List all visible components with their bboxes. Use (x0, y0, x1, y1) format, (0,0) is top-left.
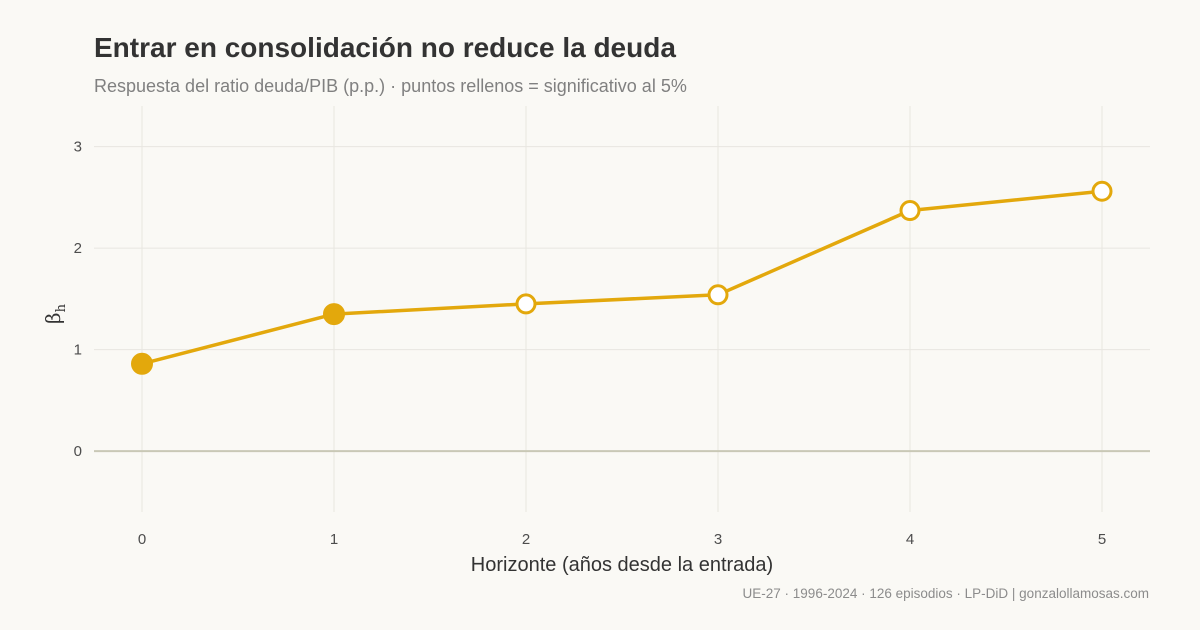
significant-point-0 (131, 352, 153, 375)
x-axis-title: Horizonte (años desde la entrada) (471, 554, 773, 576)
y-axis-title: βh (41, 303, 69, 324)
x-tick-label-0: 0 (138, 531, 146, 548)
x-tick-label-5: 5 (1098, 531, 1106, 548)
chart-subtitle: Respuesta del ratio deuda/PIB (p.p.) · p… (94, 76, 687, 96)
y-tick-label-1: 1 (74, 342, 82, 359)
y-tick-label-0: 0 (74, 443, 82, 460)
y-tick-label-3: 3 (74, 139, 82, 156)
non-significant-point-5 (1091, 180, 1113, 202)
y-axis-title-main: β (41, 312, 65, 324)
non-significant-point-4 (899, 200, 921, 222)
x-tick-label-1: 1 (330, 531, 338, 548)
chart-caption: UE-27 · 1996-2024 · 126 episodios · LP-D… (742, 586, 1149, 601)
grid-layer (94, 106, 1150, 512)
non-significant-point-3 (707, 284, 729, 306)
axis-layer: 0 1 2 3 0 1 2 3 4 5 (74, 139, 1107, 548)
non-significant-point-2 (515, 293, 537, 315)
series-layer (131, 180, 1113, 375)
series-line (141, 189, 1103, 366)
y-axis-title-subscript: h (54, 303, 69, 312)
x-tick-label-3: 3 (714, 531, 722, 548)
y-tick-label-2: 2 (74, 240, 82, 257)
x-tick-label-2: 2 (522, 531, 530, 548)
significant-point-1 (323, 303, 345, 326)
chart-title: Entrar en consolidación no reduce la deu… (94, 32, 676, 63)
x-tick-label-4: 4 (906, 531, 914, 548)
